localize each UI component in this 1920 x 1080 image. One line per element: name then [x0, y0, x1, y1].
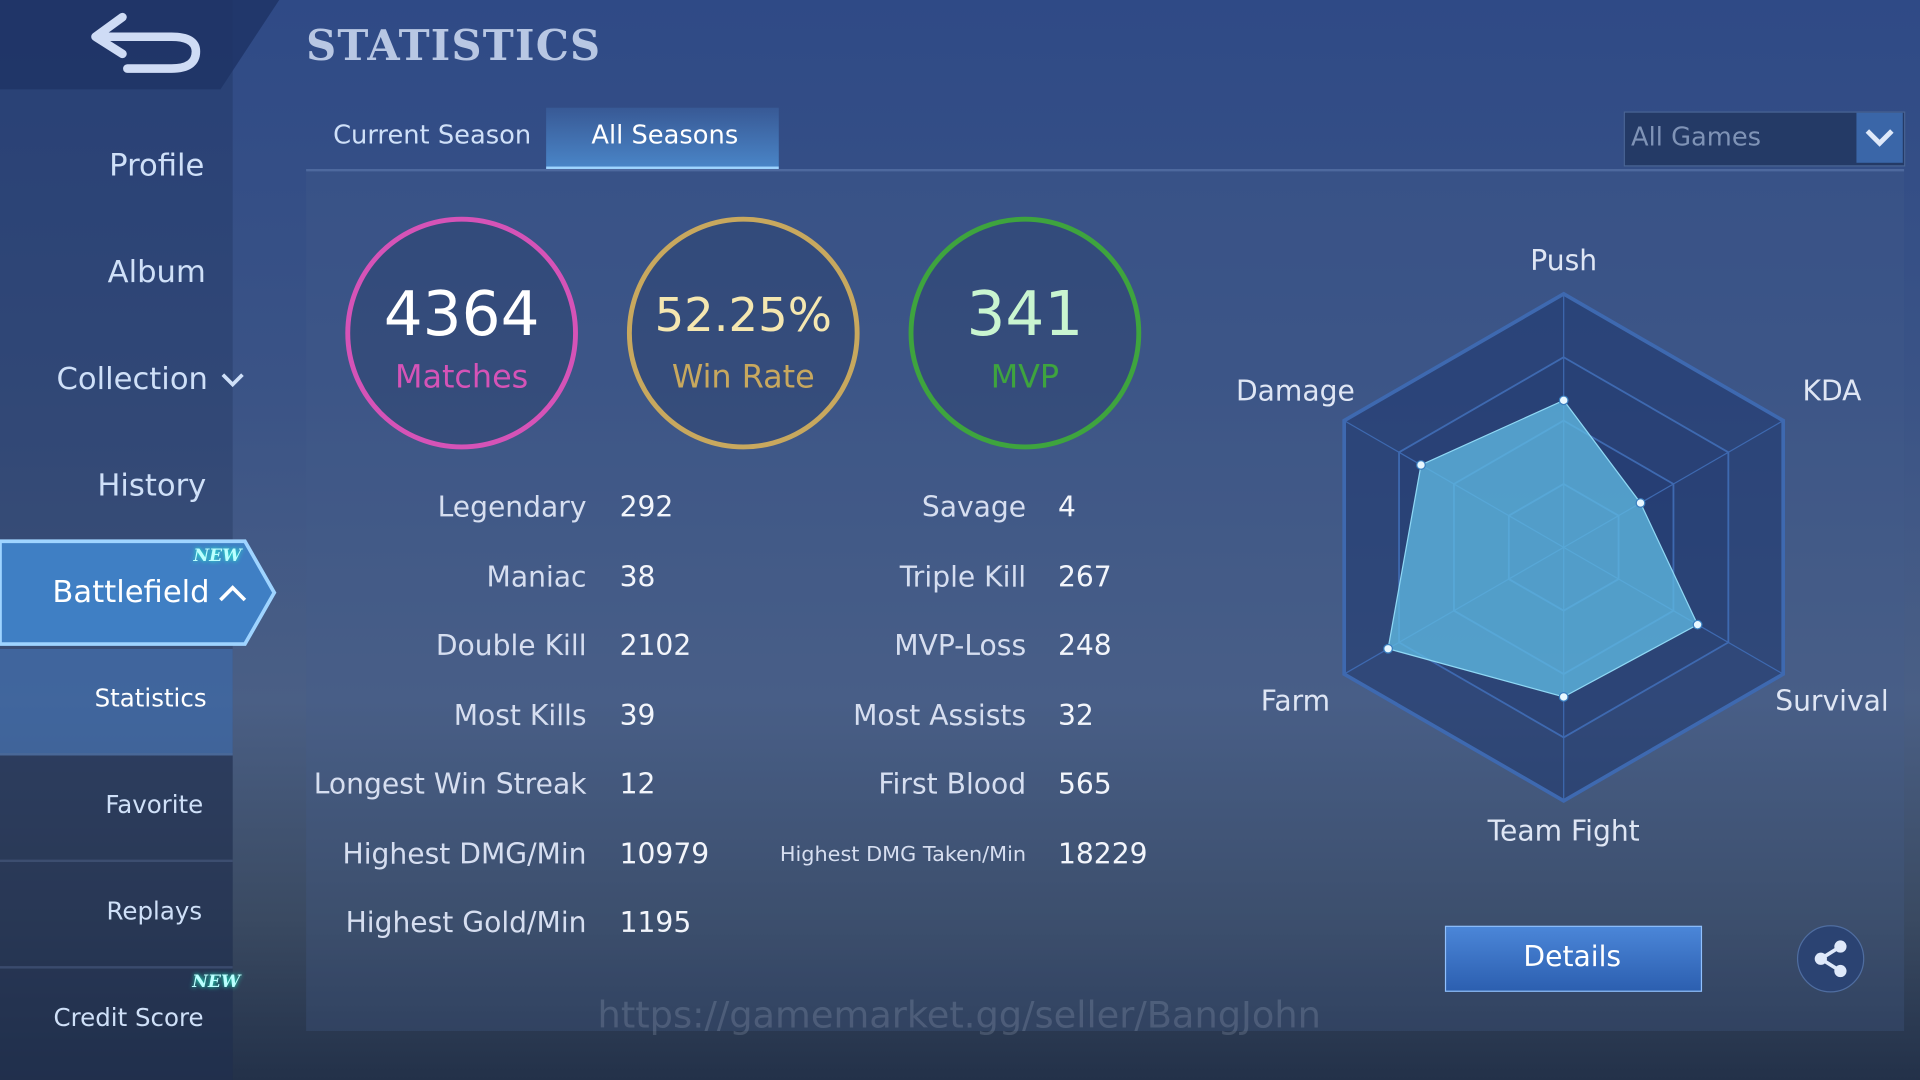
radar-axis-label: Push	[1530, 244, 1597, 277]
chevron	[221, 373, 244, 388]
stat-value: 292	[619, 492, 674, 525]
stat-value: 32	[1057, 699, 1094, 732]
summary-label: Matches	[395, 357, 528, 395]
summary-ring	[345, 216, 578, 450]
stat-value: 39	[619, 699, 656, 732]
summary-value: 52.25%	[655, 288, 832, 342]
stat-label: Most Kills	[453, 699, 587, 732]
nav-item[interactable]: Profile	[109, 147, 205, 184]
stat-label: Highest Gold/Min	[345, 907, 587, 940]
nav-sub-bg	[0, 862, 233, 969]
stat-label: Highest DMG Taken/Min	[779, 841, 1027, 867]
radar-axis-label: Farm	[1261, 684, 1330, 717]
stat-label: Savage	[921, 492, 1027, 525]
radar-axis-label: Team Fight	[1487, 815, 1640, 848]
stat-label: Double Kill	[435, 630, 587, 663]
nav-item[interactable]: Collection	[56, 360, 208, 397]
summary-ring	[908, 216, 1142, 450]
stat-value: 10979	[619, 838, 710, 871]
stat-label: First Blood	[878, 768, 1027, 801]
summary-label: MVP	[991, 357, 1059, 395]
radar-point	[1558, 692, 1569, 702]
stat-label: Highest DMG/Min	[342, 838, 587, 871]
tab[interactable]: Current Season	[333, 120, 532, 150]
dropdown-arrow	[1856, 112, 1903, 163]
stat-value: 267	[1057, 561, 1112, 594]
radar-point	[1416, 460, 1426, 470]
watermark: https://gamemarket.gg/seller/BangJohn	[597, 994, 1321, 1038]
nav-item[interactable]: Album	[107, 254, 206, 290]
nav-sub-item[interactable]: Statistics	[94, 683, 207, 713]
summary-value: 4364	[384, 279, 540, 350]
stat-label: Legendary	[437, 492, 587, 525]
details-button[interactable]	[1444, 925, 1703, 992]
nav-item[interactable]: Battlefield	[52, 573, 210, 610]
tab[interactable]: All Seasons	[591, 120, 739, 150]
stat-value: 1195	[619, 907, 692, 940]
nav-sub-bg	[0, 648, 233, 756]
stat-value: 248	[1057, 630, 1112, 663]
tab-active-bg	[546, 107, 779, 169]
radar-axis-label: Survival	[1775, 684, 1889, 717]
back-button[interactable]	[0, 0, 282, 92]
stat-value: 4	[1057, 492, 1076, 525]
stat-value: 18229	[1057, 838, 1148, 871]
radar-point	[1558, 395, 1569, 406]
nav-sub-item[interactable]: Credit Score	[53, 1002, 204, 1033]
details-label: Details	[1523, 941, 1622, 974]
stat-value: 565	[1057, 768, 1112, 801]
stat-label: Maniac	[486, 561, 587, 594]
stat-label: MVP-Loss	[894, 630, 1027, 663]
new-badge: NEW	[192, 972, 241, 992]
nav-item[interactable]: History	[97, 467, 207, 503]
nav-sub-item[interactable]: Replays	[106, 896, 203, 926]
stat-value: 2102	[619, 630, 692, 663]
stat-label: Triple Kill	[899, 561, 1027, 594]
stat-label: Longest Win Streak	[313, 768, 587, 801]
summary-value: 341	[966, 279, 1083, 350]
summary-ring	[626, 216, 860, 450]
share-button[interactable]	[1795, 923, 1866, 994]
radar-axis-label: KDA	[1803, 374, 1863, 407]
page-title: STATISTICS	[306, 22, 602, 72]
new-badge: NEW	[193, 546, 242, 566]
radar-axis-label: Damage	[1236, 374, 1355, 407]
summary-label: Win Rate	[672, 357, 815, 395]
stat-label: Most Assists	[853, 699, 1027, 732]
stat-value: 12	[619, 768, 656, 801]
dropdown-value: All Games	[1631, 122, 1762, 152]
radar-point	[1692, 619, 1703, 630]
radar-point	[1635, 498, 1646, 508]
nav-sub-bg	[0, 755, 233, 863]
nav-sub-bg	[0, 968, 233, 1080]
nav-selected-bg	[0, 539, 277, 646]
radar-point	[1383, 643, 1393, 654]
nav-sub-item[interactable]: Favorite	[105, 789, 204, 820]
stat-value: 38	[619, 561, 656, 594]
